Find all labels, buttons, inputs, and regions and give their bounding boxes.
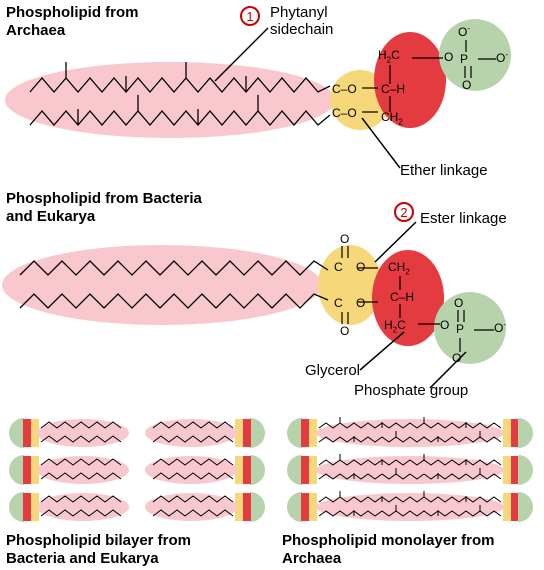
membrane-svg	[0, 0, 544, 570]
bilayer-group	[9, 418, 265, 522]
monolayer-group	[287, 417, 533, 522]
